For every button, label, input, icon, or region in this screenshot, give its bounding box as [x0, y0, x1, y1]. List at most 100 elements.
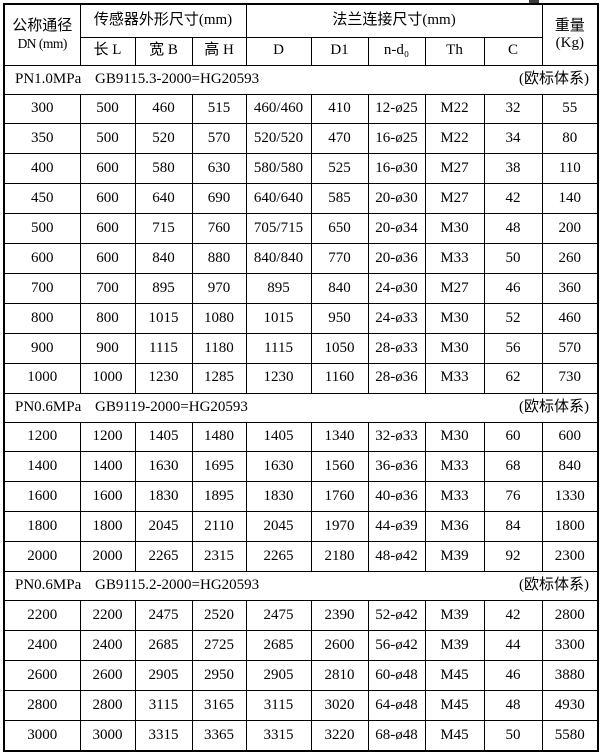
cell-d: 1015 [245, 302, 312, 334]
cell-width-b: 1230 [134, 362, 193, 394]
table-row: 1800 1800 2045 2110 2045 1970 44-ø39 M36 84 1800 [3, 511, 599, 543]
cell-length-l: 2200 [79, 600, 136, 631]
cell-weight: 730 [541, 362, 599, 394]
cell-th: M27 [424, 183, 485, 215]
table-row: 600 600 840 880 840/840 770 20-ø36 M33 50 260 [3, 243, 599, 274]
cell-d1: 2600 [310, 630, 369, 661]
cell-d: 640/640 [245, 183, 312, 215]
cropped-text-artifact [529, 0, 539, 3]
table-row: 350 500 520 570 520/520 470 16-ø25 M22 34 80 [3, 123, 599, 155]
cell-weight: 140 [541, 183, 599, 215]
cell-th: M39 [424, 600, 485, 631]
section-standard-label: GB9115.3-2000=HG20593 [95, 70, 260, 87]
cell-weight: 5580 [541, 719, 599, 752]
cell-n-d0: 20-ø30 [367, 183, 426, 215]
cell-d1: 3220 [310, 719, 369, 752]
col-header-length-l: 长 L [79, 36, 136, 66]
cell-n-d0: 12-ø25 [367, 93, 426, 125]
cell-dn: 900 [3, 332, 81, 364]
cell-length-l: 500 [79, 123, 136, 155]
cell-width-b: 580 [134, 153, 193, 185]
cell-c: 50 [483, 243, 543, 274]
cell-width-b: 895 [134, 272, 193, 304]
col-header-weight: 重量 (Kg) [541, 3, 599, 66]
cell-d: 895 [245, 272, 312, 304]
cell-width-b: 840 [134, 243, 193, 274]
cell-th: M30 [424, 302, 485, 334]
cell-th: M39 [424, 630, 485, 661]
cell-c: 32 [483, 93, 543, 125]
section-header-cell: PN0.6MPa GB9115.2-2000=HG20593 (欧标体系) [3, 571, 599, 602]
cell-d1: 2390 [310, 600, 369, 631]
cell-d: 3115 [245, 689, 312, 721]
cell-dn: 400 [3, 153, 81, 185]
table-row: 2000 2000 2265 2315 2265 2180 48-ø42 M39 92 2300 [3, 541, 599, 573]
cell-th: M39 [424, 541, 485, 573]
cell-dn: 1600 [3, 481, 81, 513]
cell-n-d0: 20-ø36 [367, 243, 426, 274]
cell-n-d0: 40-ø36 [367, 481, 426, 513]
cell-weight: 570 [541, 332, 599, 364]
table-row: 800 800 1015 1080 1015 950 24-ø33 M30 52 460 [3, 302, 599, 334]
cell-dn: 700 [3, 272, 81, 304]
cell-n-d0: 60-ø48 [367, 659, 426, 691]
cell-d: 705/715 [245, 213, 312, 245]
col-header-height-h: 高 H [191, 36, 247, 66]
table-row: 300 500 460 515 460/460 410 12-ø25 M22 32 55 [3, 93, 599, 125]
cell-d: 1115 [245, 332, 312, 364]
cell-height-h: 515 [191, 93, 247, 125]
cell-th: M36 [424, 511, 485, 543]
section-pressure-label: PN1.0MPa [15, 70, 82, 87]
cell-th: M33 [424, 481, 485, 513]
table-row: 500 600 715 760 705/715 650 20-ø34 M30 48 200 [3, 213, 599, 245]
col-group-sensor-dimensions: 传感器外形尺寸(mm) [79, 3, 247, 38]
cell-c: 48 [483, 213, 543, 245]
col-header-c: C [483, 36, 543, 66]
cell-length-l: 500 [79, 93, 136, 125]
cell-th: M22 [424, 123, 485, 155]
cell-weight: 840 [541, 451, 599, 483]
cell-d1: 2180 [310, 541, 369, 573]
cell-width-b: 2475 [134, 600, 193, 631]
cell-weight: 1800 [541, 511, 599, 543]
cell-c: 44 [483, 630, 543, 661]
cell-c: 60 [483, 421, 543, 453]
cell-height-h: 1180 [191, 332, 247, 364]
table-row: 900 900 1115 1180 1115 1050 28-ø33 M30 56 570 [3, 332, 599, 364]
cell-th: M33 [424, 362, 485, 394]
cell-dn: 2200 [3, 600, 81, 631]
cell-d: 2265 [245, 541, 312, 573]
dn-label-cn: 公称通径 [12, 18, 73, 35]
cell-dn: 1000 [3, 362, 81, 394]
cell-n-d0: 64-ø48 [367, 689, 426, 721]
cell-d: 840/840 [245, 243, 312, 274]
table-row: 2200 2200 2475 2520 2475 2390 52-ø42 M39 42 2800 [3, 600, 599, 631]
cell-c: 62 [483, 362, 543, 394]
cell-dn: 600 [3, 243, 81, 274]
cell-dn: 1800 [3, 511, 81, 543]
cell-length-l: 700 [79, 272, 136, 304]
cell-height-h: 690 [191, 183, 247, 215]
cell-width-b: 1830 [134, 481, 193, 513]
cell-c: 56 [483, 332, 543, 364]
dn-label-en: DN (mm) [17, 35, 68, 51]
cell-d1: 840 [310, 272, 369, 304]
cell-weight: 55 [541, 93, 599, 125]
cell-height-h: 2110 [191, 511, 247, 543]
cell-c: 38 [483, 153, 543, 185]
cell-length-l: 2400 [79, 630, 136, 661]
cell-c: 52 [483, 302, 543, 334]
table-row: 2400 2400 2685 2725 2685 2600 56-ø42 M39 44 3300 [3, 630, 599, 661]
cell-d1: 525 [310, 153, 369, 185]
cell-weight: 110 [541, 153, 599, 185]
cell-c: 46 [483, 272, 543, 304]
section-pressure-label: PN0.6MPa [15, 398, 82, 415]
cell-height-h: 1480 [191, 421, 247, 453]
cell-th: M45 [424, 659, 485, 691]
cell-width-b: 715 [134, 213, 193, 245]
cell-height-h: 1895 [191, 481, 247, 513]
cell-c: 46 [483, 659, 543, 691]
cell-weight: 460 [541, 302, 599, 334]
cell-dn: 300 [3, 93, 81, 125]
